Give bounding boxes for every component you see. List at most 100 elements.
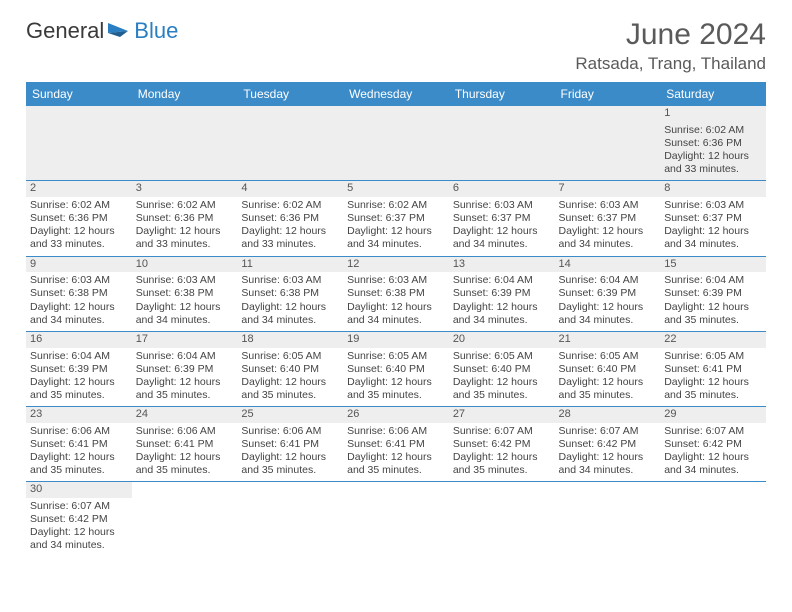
day-details: Sunrise: 6:05 AMSunset: 6:40 PMDaylight:… <box>559 350 657 403</box>
calendar-day-cell: 29Sunrise: 6:07 AMSunset: 6:42 PMDayligh… <box>660 407 766 482</box>
weekday-header: Wednesday <box>343 82 449 106</box>
calendar-day-cell: 24 Sunrise: 6:06 AMSunset: 6:41 PMDayligh… <box>132 407 238 482</box>
calendar-day-cell <box>449 106 555 181</box>
day-number: 16 <box>26 332 132 348</box>
day-details: Sunrise: 6:04 AMSunset: 6:39 PMDaylight:… <box>453 274 551 327</box>
day-number: 20 <box>449 332 555 348</box>
day-number: 5 <box>343 181 449 197</box>
day-number: 30 <box>26 482 132 498</box>
day-details: Sunrise: 6:03 AMSunset: 6:38 PMDaylight:… <box>136 274 234 327</box>
day-number: 2 <box>26 181 132 197</box>
weekday-header: Friday <box>555 82 661 106</box>
day-details: Sunrise: 6:04 AMSunset: 6:39 PMDaylight:… <box>559 274 657 327</box>
calendar-day-cell: 8Sunrise: 6:03 AMSunset: 6:37 PMDaylight… <box>660 181 766 256</box>
weekday-header: Thursday <box>449 82 555 106</box>
calendar-day-cell: 12Sunrise: 6:03 AMSunset: 6:38 PMDayligh… <box>343 256 449 331</box>
calendar-week-row: 23Sunrise: 6:06 AMSunset: 6:41 PMDayligh… <box>26 407 766 482</box>
calendar-day-cell: 2 Sunrise: 6:02 AMSunset: 6:36 PMDaylight… <box>26 181 132 256</box>
day-number: 23 <box>26 407 132 423</box>
day-details: Sunrise: 6:02 AMSunset: 6:36 PMDaylight:… <box>664 124 762 177</box>
day-number: 9 <box>26 257 132 273</box>
weekday-header: Monday <box>132 82 238 106</box>
day-details: Sunrise: 6:02 AMSunset: 6:36 PMDaylight:… <box>136 199 234 252</box>
day-number: 11 <box>237 257 343 273</box>
calendar-day-cell: 3Sunrise: 6:02 AMSunset: 6:36 PMDaylight… <box>132 181 238 256</box>
day-details: Sunrise: 6:03 AMSunset: 6:38 PMDaylight:… <box>347 274 445 327</box>
calendar-day-cell: 18 Sunrise: 6:05 AMSunset: 6:40 PMDayligh… <box>237 331 343 406</box>
day-details: Sunrise: 6:04 AMSunset: 6:39 PMDaylight:… <box>30 350 128 403</box>
calendar-day-cell <box>343 106 449 181</box>
logo-text-1: General <box>26 18 104 44</box>
calendar-day-cell: 5 Sunrise: 6:02 AMSunset: 6:37 PMDaylight… <box>343 181 449 256</box>
calendar-day-cell: 15Sunrise: 6:04 AMSunset: 6:39 PMDayligh… <box>660 256 766 331</box>
day-details: Sunrise: 6:07 AMSunset: 6:42 PMDaylight:… <box>453 425 551 478</box>
calendar-day-cell <box>449 482 555 557</box>
day-details: Sunrise: 6:06 AMSunset: 6:41 PMDaylight:… <box>347 425 445 478</box>
weekday-header-row: Sunday Monday Tuesday Wednesday Thursday… <box>26 82 766 106</box>
calendar-day-cell: 27 Sunrise: 6:07 AMSunset: 6:42 PMDayligh… <box>449 407 555 482</box>
day-number: 4 <box>237 181 343 197</box>
weekday-header: Sunday <box>26 82 132 106</box>
logo-flag-icon <box>106 21 132 41</box>
day-details: Sunrise: 6:07 AMSunset: 6:42 PMDaylight:… <box>559 425 657 478</box>
calendar-day-cell: 7Sunrise: 6:03 AMSunset: 6:37 PMDaylight… <box>555 181 661 256</box>
day-number: 25 <box>237 407 343 423</box>
day-number: 21 <box>555 332 661 348</box>
calendar-day-cell <box>660 482 766 557</box>
day-number: 18 <box>237 332 343 348</box>
day-number: 10 <box>132 257 238 273</box>
calendar-table: Sunday Monday Tuesday Wednesday Thursday… <box>26 82 766 557</box>
day-details: Sunrise: 6:06 AMSunset: 6:41 PMDaylight:… <box>30 425 128 478</box>
day-number: 8 <box>660 181 766 197</box>
calendar-day-cell: 13Sunrise: 6:04 AMSunset: 6:39 PMDayligh… <box>449 256 555 331</box>
day-details: Sunrise: 6:04 AMSunset: 6:39 PMDaylight:… <box>664 274 762 327</box>
calendar-day-cell <box>343 482 449 557</box>
day-details: Sunrise: 6:02 AMSunset: 6:37 PMDaylight:… <box>347 199 445 252</box>
day-details: Sunrise: 6:02 AMSunset: 6:36 PMDaylight:… <box>30 199 128 252</box>
weekday-header: Tuesday <box>237 82 343 106</box>
day-details: Sunrise: 6:03 AMSunset: 6:38 PMDaylight:… <box>30 274 128 327</box>
month-title: June 2024 <box>575 18 766 52</box>
day-details: Sunrise: 6:03 AMSunset: 6:37 PMDaylight:… <box>453 199 551 252</box>
day-details: Sunrise: 6:04 AMSunset: 6:39 PMDaylight:… <box>136 350 234 403</box>
day-details: Sunrise: 6:05 AMSunset: 6:40 PMDaylight:… <box>241 350 339 403</box>
day-number: 29 <box>660 407 766 423</box>
day-details: Sunrise: 6:05 AMSunset: 6:40 PMDaylight:… <box>453 350 551 403</box>
day-details: Sunrise: 6:06 AMSunset: 6:41 PMDaylight:… <box>241 425 339 478</box>
logo-text-2: Blue <box>134 18 178 44</box>
calendar-day-cell: 20 Sunrise: 6:05 AMSunset: 6:40 PMDayligh… <box>449 331 555 406</box>
day-details: Sunrise: 6:02 AMSunset: 6:36 PMDaylight:… <box>241 199 339 252</box>
calendar-week-row: 1Sunrise: 6:02 AMSunset: 6:36 PMDaylight… <box>26 106 766 181</box>
calendar-day-cell: 23 Sunrise: 6:06 AMSunset: 6:41 PMDayligh… <box>26 407 132 482</box>
day-number: 6 <box>449 181 555 197</box>
calendar-day-cell <box>132 482 238 557</box>
calendar-day-cell: 6 Sunrise: 6:03 AMSunset: 6:37 PMDaylight… <box>449 181 555 256</box>
day-number: 19 <box>343 332 449 348</box>
calendar-day-cell <box>555 106 661 181</box>
calendar-day-cell: 26 Sunrise: 6:06 AMSunset: 6:41 PMDayligh… <box>343 407 449 482</box>
calendar-week-row: 30 Sunrise: 6:07 AMSunset: 6:42 PMDayligh… <box>26 482 766 557</box>
weekday-header: Saturday <box>660 82 766 106</box>
day-number: 17 <box>132 332 238 348</box>
day-number: 13 <box>449 257 555 273</box>
calendar-day-cell: 16 Sunrise: 6:04 AMSunset: 6:39 PMDayligh… <box>26 331 132 406</box>
calendar-day-cell: 11Sunrise: 6:03 AMSunset: 6:38 PMDayligh… <box>237 256 343 331</box>
day-number: 27 <box>449 407 555 423</box>
calendar-week-row: 2Sunrise: 6:02 AMSunset: 6:36 PMDaylight… <box>26 181 766 256</box>
calendar-day-cell: 4 Sunrise: 6:02 AMSunset: 6:36 PMDaylight… <box>237 181 343 256</box>
title-block: June 2024 Ratsada, Trang, Thailand <box>575 18 766 74</box>
calendar-week-row: 16Sunrise: 6:04 AMSunset: 6:39 PMDayligh… <box>26 331 766 406</box>
day-number: 24 <box>132 407 238 423</box>
calendar-week-row: 9Sunrise: 6:03 AMSunset: 6:38 PMDaylight… <box>26 256 766 331</box>
calendar-day-cell <box>132 106 238 181</box>
calendar-day-cell: 28Sunrise: 6:07 AMSunset: 6:42 PMDayligh… <box>555 407 661 482</box>
day-details: Sunrise: 6:05 AMSunset: 6:40 PMDaylight:… <box>347 350 445 403</box>
calendar-day-cell: 14Sunrise: 6:04 AMSunset: 6:39 PMDayligh… <box>555 256 661 331</box>
day-details: Sunrise: 6:05 AMSunset: 6:41 PMDaylight:… <box>664 350 762 403</box>
calendar-day-cell <box>26 106 132 181</box>
day-details: Sunrise: 6:06 AMSunset: 6:41 PMDaylight:… <box>136 425 234 478</box>
day-details: Sunrise: 6:07 AMSunset: 6:42 PMDaylight:… <box>30 500 128 553</box>
day-number: 26 <box>343 407 449 423</box>
calendar-day-cell <box>237 106 343 181</box>
day-number: 7 <box>555 181 661 197</box>
